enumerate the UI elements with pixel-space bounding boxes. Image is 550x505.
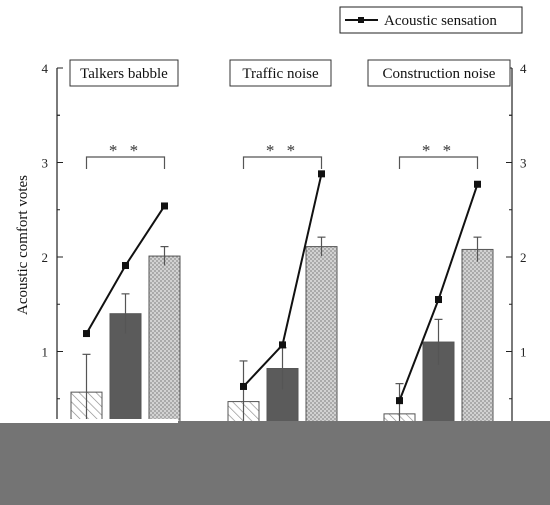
sensation-point [240, 382, 247, 390]
left-tick-label: 1 [42, 345, 49, 360]
group-label-box [367, 59, 511, 87]
group-label: Traffic noise [242, 66, 319, 82]
bar-dotted [305, 246, 338, 447]
occlusion-notch [0, 419, 178, 423]
bar-dotted [148, 255, 181, 447]
significance-bracket [242, 156, 323, 169]
group-talkers-babble: Talkers babble * * [69, 59, 181, 447]
sensation-point [396, 397, 403, 405]
right-tick-label: 3 [520, 156, 527, 171]
group-label-box [229, 59, 332, 87]
significance-bracket [398, 156, 479, 169]
left-tick-label: 2 [42, 250, 49, 265]
group-label: Talkers babble [80, 66, 168, 82]
group-construction-noise: Construction noise * * [367, 59, 511, 447]
sensation-point [474, 180, 481, 188]
sensation-point [83, 330, 90, 338]
significance-label: * * [422, 141, 455, 160]
group-label-box [69, 59, 179, 87]
legend: Acoustic sensation [339, 6, 523, 34]
bar-dotted [461, 248, 494, 447]
sensation-point [318, 170, 325, 178]
chart-groups: Talkers babble* *Traffic noise* *Constru… [69, 59, 511, 447]
significance-label: * * [266, 141, 299, 160]
legend-marker [358, 17, 364, 23]
sensation-point [122, 262, 129, 270]
occlusion-band [0, 421, 550, 505]
left-tick-label: 3 [42, 156, 49, 171]
significance-bracket [85, 156, 166, 169]
right-tick-label: 2 [520, 250, 527, 265]
axis-ticks: 1 1 2 2 3 3 4 4 [42, 61, 527, 400]
sensation-point [279, 341, 286, 349]
group-label: Construction noise [383, 66, 496, 82]
significance-label: * * [109, 141, 142, 160]
right-tick-label: 1 [520, 345, 527, 360]
group-traffic-noise: Traffic noise * * [227, 59, 338, 447]
right-tick-label: 4 [520, 61, 527, 76]
sensation-point [435, 296, 442, 304]
left-tick-label: 4 [42, 61, 49, 76]
legend-label: Acoustic sensation [384, 13, 497, 29]
sensation-point [161, 202, 168, 210]
y-axis-label: Acoustic comfort votes [15, 175, 31, 315]
